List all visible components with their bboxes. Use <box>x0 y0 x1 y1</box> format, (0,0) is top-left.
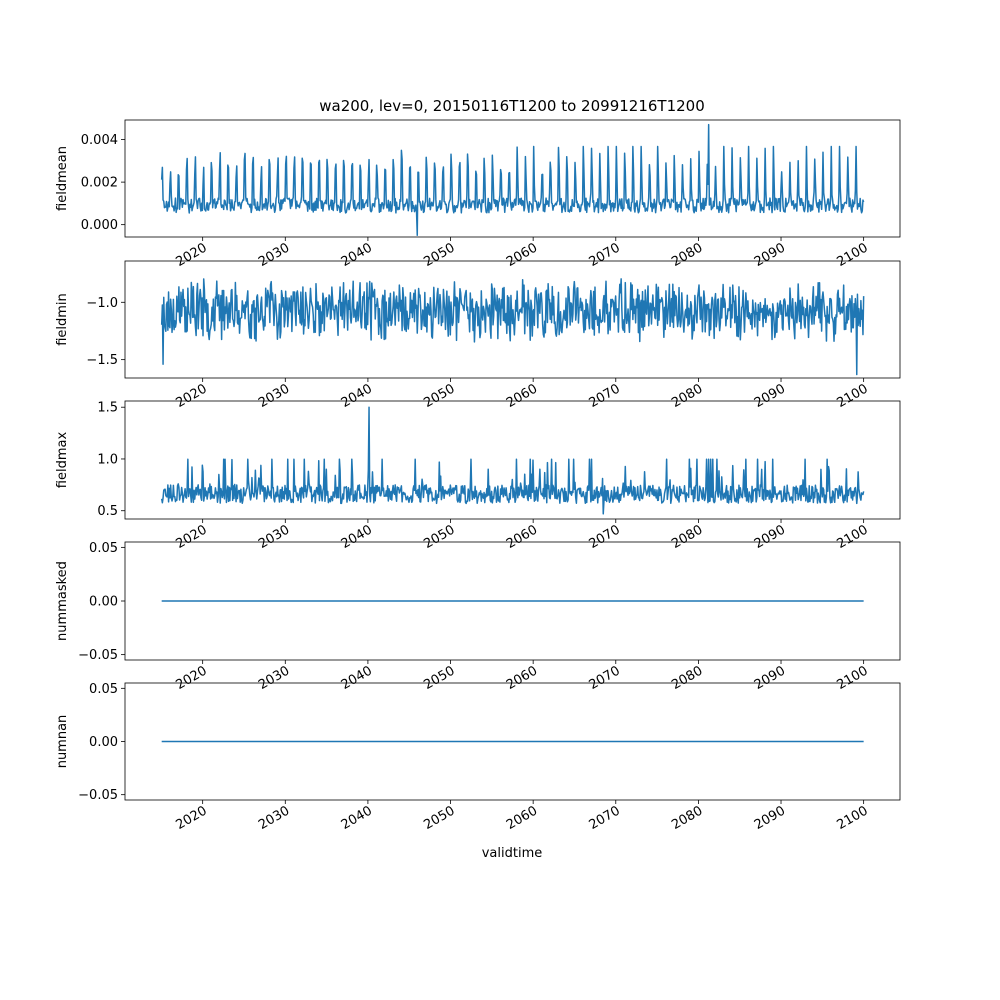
axes-frame-fieldmean <box>124 119 901 238</box>
x-axis-label: validtime <box>482 846 543 861</box>
y-tick-label-fieldmax: 1.5 <box>97 401 118 416</box>
y-axis-label-nummasked: nummasked <box>55 561 70 641</box>
axes-frame-fieldmin <box>124 260 901 379</box>
y-tick-label-fieldmean: 0.004 <box>81 133 118 148</box>
y-tick-label-fieldmin: −1.5 <box>86 353 118 368</box>
y-axis-label-fieldmean: fieldmean <box>55 146 70 211</box>
series-line-fieldmax <box>160 406 865 515</box>
y-axis-label-numnan: numnan <box>55 715 70 769</box>
y-tick-label-numnan: −0.05 <box>78 788 118 803</box>
y-tick-label-numnan: 0.00 <box>89 735 118 750</box>
axes-frame-fieldmax <box>124 400 901 520</box>
y-tick-label-numnan: 0.05 <box>89 682 118 697</box>
y-tick-label-nummasked: 0.00 <box>89 595 118 610</box>
y-tick-label-nummasked: −0.05 <box>78 648 118 663</box>
y-axis-label-fieldmin: fieldmin <box>55 293 70 346</box>
y-tick-label-fieldmax: 0.5 <box>97 504 118 519</box>
y-tick-label-fieldmin: −1.0 <box>86 296 118 311</box>
series-line-fieldmin <box>160 278 865 376</box>
y-axis-label-fieldmax: fieldmax <box>55 432 70 489</box>
y-tick-label-fieldmean: 0.002 <box>81 176 118 191</box>
y-tick-label-fieldmean: 0.000 <box>81 218 118 233</box>
y-tick-label-nummasked: 0.05 <box>89 541 118 556</box>
figure-title: wa200, lev=0, 20150116T1200 to 20991216T… <box>319 97 705 115</box>
y-tick-label-fieldmax: 1.0 <box>97 452 118 467</box>
series-line-fieldmean <box>160 123 865 237</box>
